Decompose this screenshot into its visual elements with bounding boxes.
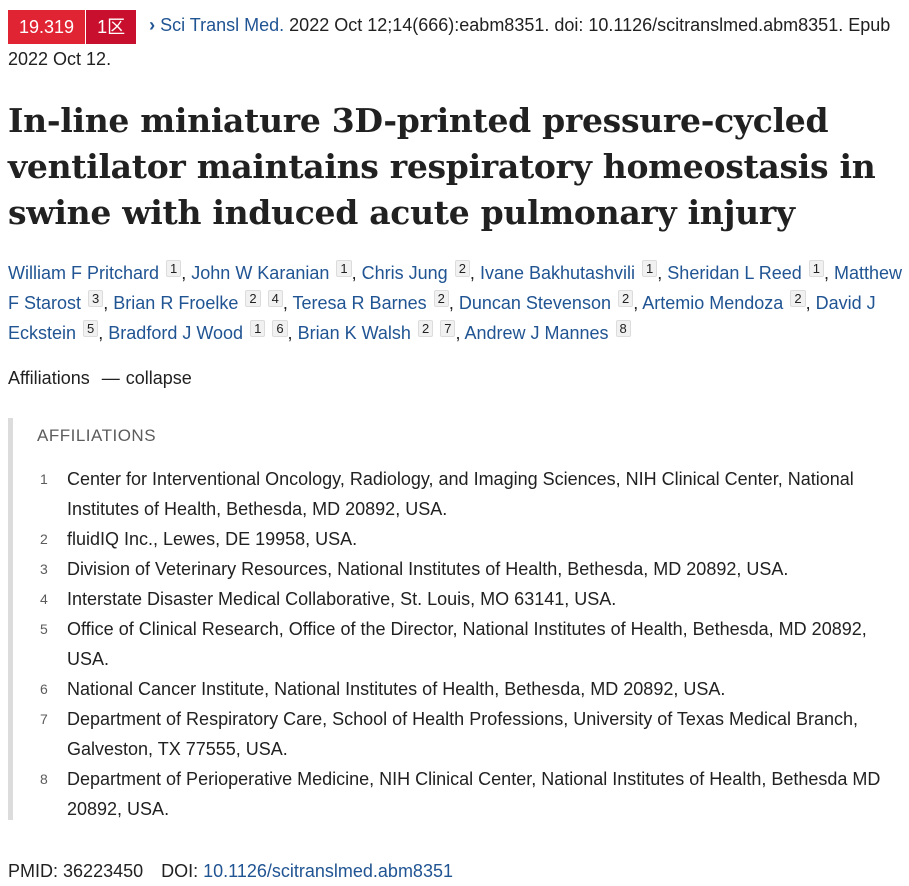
affiliation-ref-badge[interactable]: 1 — [808, 260, 824, 277]
affiliation-text: Department of Perioperative Medicine, NI… — [67, 769, 881, 819]
author-link[interactable]: Teresa R Barnes — [292, 293, 427, 313]
author-item: Matthew F Starost 3 — [8, 263, 902, 313]
affiliation-item: 4 Interstate Disaster Medical Collaborati… — [13, 584, 893, 614]
affiliation-number: 4 — [40, 591, 48, 607]
author-item: Teresa R Barnes 2 — [292, 290, 449, 313]
affiliation-ref-badge[interactable]: 2 — [454, 260, 470, 277]
affiliation-ref-badge[interactable]: 6 — [272, 320, 288, 337]
author-item: Ivane Bakhutashvili 1 — [479, 260, 658, 283]
affiliation-item: 7 Department of Respiratory Care, School … — [13, 704, 893, 764]
author-link[interactable]: Chris Jung — [361, 263, 448, 283]
author-item: Brian R Froelke 2 4 — [113, 290, 283, 313]
affiliation-number: 2 — [40, 531, 48, 547]
author-item: John W Karanian 1 — [191, 260, 352, 283]
author-link[interactable]: Ivane Bakhutashvili — [479, 263, 636, 283]
affiliation-ref-badge[interactable]: 2 — [617, 290, 634, 307]
pmid-value: 36223450 — [63, 861, 144, 881]
affiliation-number: 5 — [40, 621, 48, 637]
citation-text: 2022 Oct 12;14(666):eabm8351. doi: 10.11… — [8, 15, 891, 69]
affiliation-ref-badge[interactable]: 4 — [267, 290, 283, 307]
affiliation-number: 3 — [40, 561, 48, 577]
author-link[interactable]: David J Eckstein — [8, 293, 876, 343]
collapse-label: collapse — [125, 368, 192, 388]
affiliation-text: Office of Clinical Research, Office of t… — [67, 619, 867, 669]
affiliation-ref-badge[interactable]: 2 — [790, 290, 806, 307]
affiliation-text: Division of Veterinary Resources, Nation… — [67, 559, 789, 579]
affiliation-text: Interstate Disaster Medical Collaborativ… — [67, 589, 617, 609]
affiliation-ref-badge[interactable]: 1 — [166, 260, 182, 277]
author-link[interactable]: Andrew J Mannes — [464, 323, 609, 343]
author-link[interactable]: Artemio Mendoza — [642, 293, 784, 313]
affiliation-ref-badge[interactable]: 8 — [615, 320, 631, 337]
author-link[interactable]: William F Pritchard — [8, 263, 160, 283]
affiliation-ref-badge[interactable]: 1 — [250, 320, 266, 337]
affiliation-item: 1 Center for Interventional Oncology, Rad… — [13, 464, 893, 524]
pmid-label: PMID: — [8, 861, 59, 881]
article-title: In-line miniature 3D-printed pressure-cy… — [8, 101, 876, 232]
author-list: William F Pritchard 1, John W Karanian 1… — [8, 260, 903, 343]
author-link[interactable]: Matthew F Starost — [8, 263, 903, 313]
author-item: Duncan Stevenson 2 — [458, 290, 634, 313]
affiliation-text: National Cancer Institute, National Inst… — [67, 679, 726, 699]
author-item: Artemio Mendoza 2 — [642, 290, 806, 313]
author-item: Brian K Walsh 2 7 — [297, 320, 456, 343]
affiliation-ref-badge[interactable]: 2 — [433, 290, 449, 307]
affiliations-heading: AFFILIATIONS — [37, 426, 157, 445]
affiliations-toggle[interactable]: Affiliations — collapse — [8, 364, 192, 392]
affiliation-text: Center for Interventional Oncology, Radi… — [67, 469, 854, 519]
affiliations-list: 1 Center for Interventional Oncology, Rad… — [13, 464, 893, 824]
doi-link[interactable]: 10.1126/scitranslmed.abm8351 — [203, 861, 453, 881]
affiliation-ref-badge[interactable]: 2 — [417, 320, 434, 337]
affiliation-item: 3 Division of Veterinary Resources, Natio… — [13, 554, 893, 584]
affiliation-number: 1 — [40, 471, 48, 487]
author-link[interactable]: Brian K Walsh — [297, 323, 411, 343]
affiliations-panel: AFFILIATIONS 1 Center for Interventional … — [8, 418, 909, 820]
affiliation-ref-badge[interactable]: 1 — [336, 260, 352, 277]
affiliation-number: 6 — [40, 681, 48, 697]
author-link[interactable]: John W Karanian — [191, 263, 330, 283]
author-link[interactable]: Brian R Froelke — [113, 293, 239, 313]
author-item: David J Eckstein 5 — [8, 293, 876, 343]
affiliation-item: 2 fluidIQ Inc., Lewes, DE 19958, USA. — [13, 524, 893, 554]
journal-link[interactable]: Sci Transl Med. — [160, 15, 285, 35]
affiliation-item: 8 Department of Perioperative Medicine, N… — [13, 764, 893, 824]
chevron-right-icon[interactable]: › — [149, 15, 156, 35]
journal-zone-badge: 1区 — [86, 10, 137, 44]
author-item: Sheridan L Reed 1 — [667, 260, 824, 283]
author-link[interactable]: Sheridan L Reed — [667, 263, 802, 283]
affiliation-item: 6 National Cancer Institute, National Ins… — [13, 674, 893, 704]
affiliation-item: 5 Office of Clinical Research, Office of … — [13, 614, 893, 674]
affiliation-ref-badge[interactable]: 3 — [88, 290, 104, 307]
doi-label: DOI: — [161, 861, 199, 881]
article-identifiers: PMID: 36223450 DOI: 10.1126/scitranslmed.… — [8, 856, 453, 886]
affiliation-ref-badge[interactable]: 7 — [440, 320, 456, 337]
citation-line: 19.319 1区 › Sci Transl Med. 2022 Oct 12;… — [8, 10, 908, 74]
affiliation-ref-badge[interactable]: 2 — [245, 290, 261, 307]
author-link[interactable]: Bradford J Wood — [108, 323, 244, 343]
author-item: Bradford J Wood 1 6 — [108, 320, 288, 343]
affiliation-number: 8 — [40, 771, 48, 787]
author-link[interactable]: Duncan Stevenson — [458, 293, 611, 313]
author-item: Andrew J Mannes 8 — [464, 320, 631, 343]
author-item: William F Pritchard 1 — [8, 260, 182, 283]
author-item: Chris Jung 2 — [361, 260, 470, 283]
affiliations-toggle-label: Affiliations — [8, 368, 90, 388]
affiliation-ref-badge[interactable]: 5 — [83, 320, 99, 337]
affiliation-text: Department of Respiratory Care, School o… — [67, 709, 859, 759]
affiliation-ref-badge[interactable]: 1 — [642, 260, 658, 277]
collapse-dash-icon: — — [101, 368, 120, 388]
affiliation-number: 7 — [40, 711, 48, 727]
affiliation-text: fluidIQ Inc., Lewes, DE 19958, USA. — [67, 529, 358, 549]
impact-factor-badge: 19.319 — [8, 10, 86, 44]
